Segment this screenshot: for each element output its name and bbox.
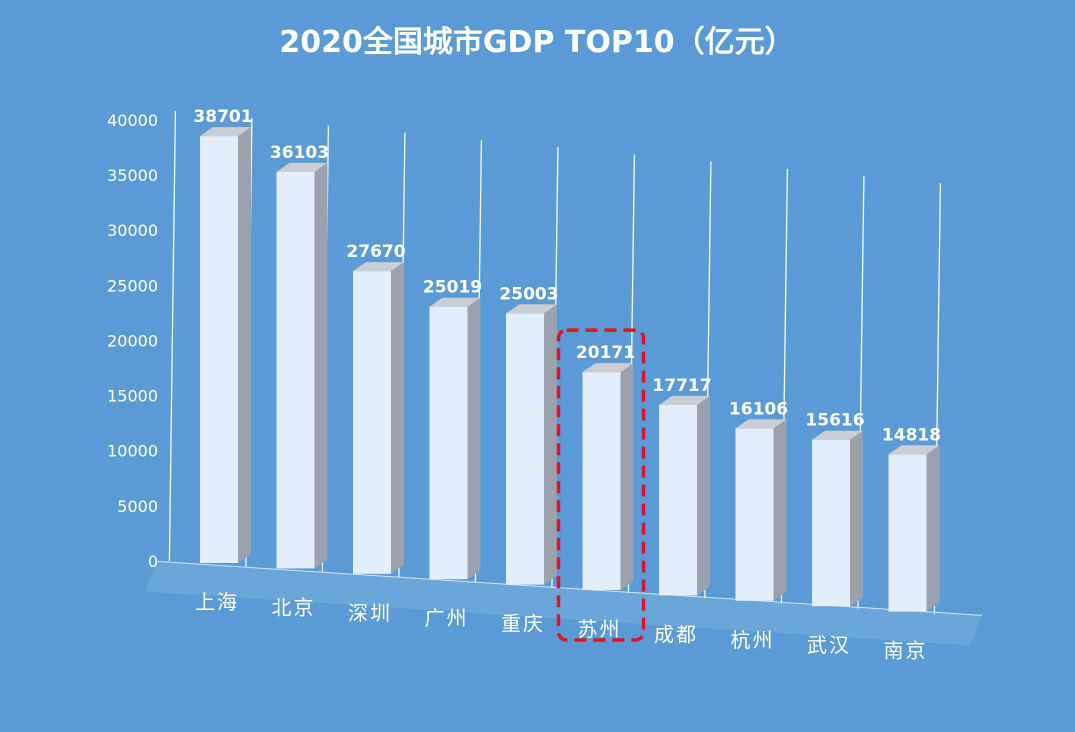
bar-side bbox=[850, 430, 863, 607]
bar-top bbox=[735, 419, 787, 429]
bar-front bbox=[506, 313, 544, 585]
value-label: 16106 bbox=[729, 399, 788, 419]
bar-side bbox=[544, 304, 557, 585]
bar-top bbox=[659, 395, 710, 405]
highlight bbox=[556, 328, 646, 642]
bar-front bbox=[429, 306, 468, 580]
y-tick-label: 20000 bbox=[107, 331, 158, 350]
bar-front bbox=[200, 136, 238, 563]
value-label: 27670 bbox=[346, 242, 405, 262]
bar-top bbox=[582, 363, 634, 373]
value-label: 17717 bbox=[652, 376, 711, 396]
floor-edge bbox=[157, 560, 983, 616]
chart-title: 2020全国城市GDP TOP10（亿元） bbox=[279, 25, 794, 60]
bar-成都 bbox=[659, 395, 710, 596]
y-tick-label: 10000 bbox=[107, 442, 158, 461]
bar-top bbox=[200, 127, 251, 137]
category-label: 杭州 bbox=[731, 628, 775, 652]
value-label: 25003 bbox=[499, 284, 558, 304]
bar-武汉 bbox=[812, 430, 863, 607]
bar-front bbox=[735, 428, 774, 601]
bar-top bbox=[353, 262, 404, 272]
highlight-box bbox=[556, 328, 646, 642]
category-label: 北京 bbox=[272, 595, 316, 619]
bar-side bbox=[620, 363, 634, 590]
bar-side bbox=[697, 395, 710, 596]
value-label: 14818 bbox=[882, 425, 941, 445]
category-label: 成都 bbox=[654, 622, 698, 646]
value-labels: 38701 36103 27670 25019 25003 20171 17717 16106… bbox=[193, 107, 941, 445]
value-label: 38701 bbox=[193, 107, 252, 127]
bar-side bbox=[314, 162, 328, 569]
bar-苏州 bbox=[582, 363, 634, 590]
bar-深圳 bbox=[353, 262, 404, 574]
bar-杭州 bbox=[735, 419, 787, 601]
y-tick-label: 40000 bbox=[107, 111, 158, 130]
y-tick-label: 5000 bbox=[117, 497, 158, 516]
grid-line bbox=[168, 110, 177, 561]
bars bbox=[200, 127, 940, 612]
bar-top bbox=[888, 445, 940, 455]
bar-北京 bbox=[276, 162, 328, 569]
bar-side bbox=[391, 262, 404, 574]
bar-side bbox=[238, 127, 251, 564]
bar-front bbox=[888, 454, 927, 612]
bar-side bbox=[926, 445, 940, 612]
y-tick-label: 30000 bbox=[107, 221, 158, 240]
category-label: 武汉 bbox=[807, 633, 851, 657]
bar-top bbox=[506, 304, 557, 314]
y-tick-label: 15000 bbox=[107, 387, 158, 406]
category-label: 上海 bbox=[195, 590, 239, 614]
bar-上海 bbox=[200, 127, 251, 564]
y-tick-label: 25000 bbox=[107, 276, 158, 295]
value-label: 15616 bbox=[805, 411, 864, 431]
floor-plane bbox=[145, 561, 983, 646]
y-tick-label: 0 bbox=[148, 552, 158, 571]
y-axis-ticks: 0 5000 10000 15000 20000 25000 30000 35000 40000 bbox=[107, 111, 158, 571]
bar-front bbox=[276, 171, 315, 569]
y-tick-label: 35000 bbox=[107, 166, 158, 185]
bar-南京 bbox=[888, 445, 940, 612]
bar-front bbox=[812, 439, 850, 607]
category-label: 南京 bbox=[884, 639, 928, 663]
value-label: 25019 bbox=[423, 278, 482, 298]
chart-floor bbox=[145, 560, 983, 646]
bar-front bbox=[353, 271, 391, 574]
bar-front bbox=[659, 404, 697, 596]
bar-side bbox=[467, 297, 481, 580]
category-label: 广州 bbox=[425, 606, 469, 630]
category-label: 重庆 bbox=[501, 612, 545, 636]
bar-广州 bbox=[429, 297, 481, 580]
bar-重庆 bbox=[506, 304, 557, 585]
category-labels: 上海 北京 深圳 广州 重庆 苏州 成都 杭州 武汉 南京 bbox=[195, 590, 928, 663]
bar-top bbox=[276, 162, 328, 172]
value-label: 20171 bbox=[576, 343, 635, 363]
bar-front bbox=[582, 372, 621, 590]
bar-side bbox=[773, 419, 787, 601]
bar-top bbox=[812, 430, 863, 440]
category-label: 深圳 bbox=[348, 601, 392, 625]
value-label: 36103 bbox=[270, 143, 329, 163]
bar-top bbox=[429, 297, 481, 307]
category-label: 苏州 bbox=[578, 617, 622, 641]
